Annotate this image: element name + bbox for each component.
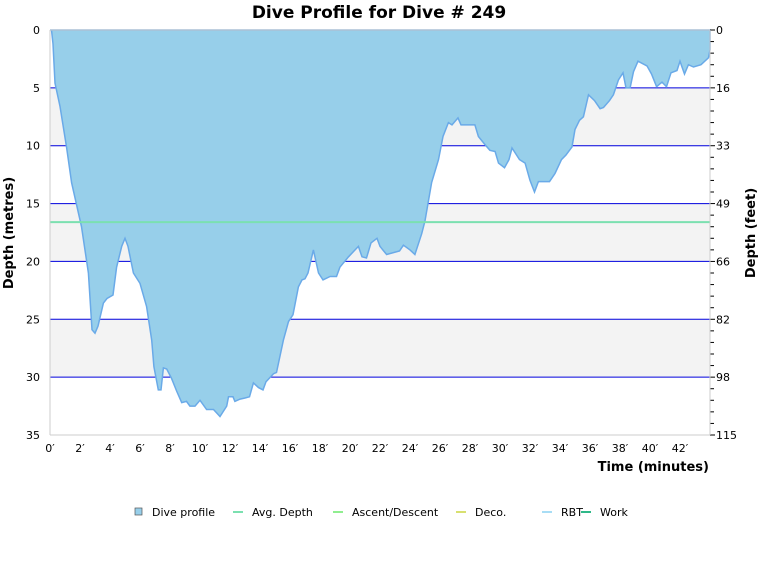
x-tick-label: 14′ bbox=[252, 442, 269, 455]
y-tick-label: 5 bbox=[33, 82, 40, 95]
legend-swatch-box bbox=[134, 507, 143, 516]
x-tick-label: 2′ bbox=[75, 442, 85, 455]
y-axis-right-label: Depth (feet) bbox=[744, 188, 759, 278]
y-tick-label: 20 bbox=[26, 255, 40, 268]
y-tick-label: 0 bbox=[33, 24, 40, 37]
axes: 0 0 5 16 10 33 15 49 20 66 25 82 30 98 35 115 0′ 2′ 4′ 6′ 8′… bbox=[26, 24, 737, 455]
chart-title: Dive Profile for Dive # 249 bbox=[252, 3, 506, 23]
y-right-tick-label: 16 bbox=[716, 82, 730, 95]
x-tick-label: 38′ bbox=[612, 442, 629, 455]
x-tick-label: 0′ bbox=[45, 442, 55, 455]
x-tick-label: 42′ bbox=[672, 442, 689, 455]
y-right-tick-label: 49 bbox=[716, 198, 730, 211]
x-tick-label: 20′ bbox=[342, 442, 359, 455]
x-tick-label: 18′ bbox=[312, 442, 329, 455]
y-right-tick-label: 82 bbox=[716, 313, 730, 326]
x-tick-label: 4′ bbox=[105, 442, 115, 455]
y-tick-label: 30 bbox=[26, 371, 40, 384]
y-tick-label: 25 bbox=[26, 313, 40, 326]
y-right-tick-label: 66 bbox=[716, 255, 730, 268]
y-tick-label: 35 bbox=[26, 429, 40, 442]
grid-band bbox=[50, 319, 710, 378]
x-tick-label: 22′ bbox=[372, 442, 389, 455]
x-tick-label: 32′ bbox=[522, 442, 539, 455]
legend-label: RBT bbox=[561, 506, 583, 519]
x-tick-label: 16′ bbox=[282, 442, 299, 455]
legend: Dive profile Avg. Depth Ascent/Descent Deco… bbox=[134, 506, 628, 519]
x-tick-label: 28′ bbox=[462, 442, 479, 455]
x-tick-label: 36′ bbox=[582, 442, 599, 455]
x-tick-label: 12′ bbox=[222, 442, 239, 455]
x-tick-label: 30′ bbox=[492, 442, 509, 455]
dive-profile-area bbox=[50, 29, 711, 418]
y-tick-label: 10 bbox=[26, 140, 40, 153]
x-tick-label: 8′ bbox=[165, 442, 175, 455]
y-axis-label: Depth (metres) bbox=[2, 177, 17, 289]
legend-label: Work bbox=[600, 506, 628, 519]
legend-label: Dive profile bbox=[152, 506, 215, 519]
x-tick-label: 24′ bbox=[402, 442, 419, 455]
y-right-tick-label: 98 bbox=[716, 371, 730, 384]
x-tick-label: 10′ bbox=[192, 442, 209, 455]
y-right-tick-label: 0 bbox=[716, 24, 723, 37]
x-tick-label: 40′ bbox=[642, 442, 659, 455]
legend-label: Ascent/Descent bbox=[352, 506, 439, 519]
y-right-tick-label: 33 bbox=[716, 140, 730, 153]
y-right-tick-label: 115 bbox=[716, 429, 737, 442]
x-tick-label: 26′ bbox=[432, 442, 449, 455]
x-tick-label: 34′ bbox=[552, 442, 569, 455]
x-axis-label: Time (minutes) bbox=[598, 460, 709, 475]
legend-label: Deco. bbox=[475, 506, 506, 519]
legend-label: Avg. Depth bbox=[252, 506, 313, 519]
x-tick-label: 6′ bbox=[135, 442, 145, 455]
y-tick-label: 15 bbox=[26, 198, 40, 211]
